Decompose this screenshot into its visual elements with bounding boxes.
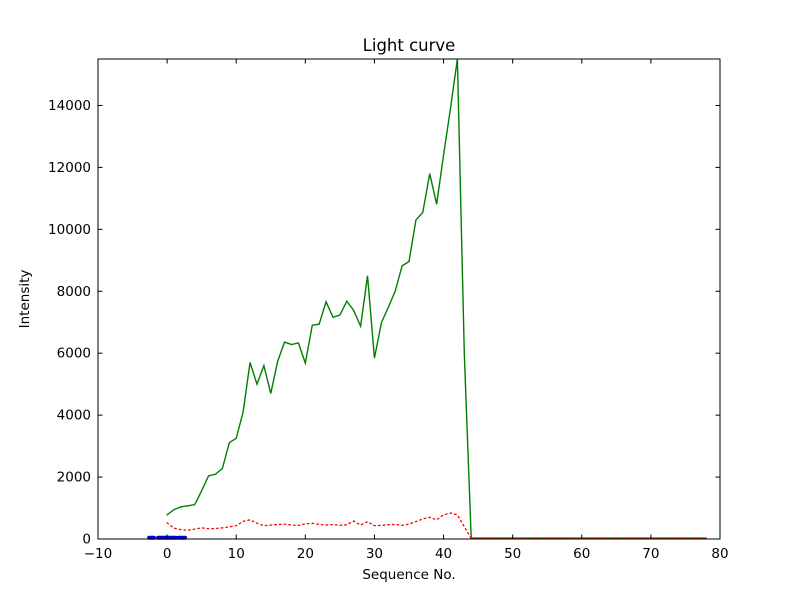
y-axis-label: Intensity xyxy=(17,270,33,329)
x-tick-label: 10 xyxy=(228,546,245,562)
x-tick-label: 70 xyxy=(642,546,659,562)
green-light-curve-line xyxy=(166,58,707,539)
x-tick-label: 0 xyxy=(163,546,172,562)
y-tick-label: 0 xyxy=(82,532,91,548)
y-tick-label: 4000 xyxy=(57,408,91,424)
x-tick-label: 40 xyxy=(435,546,452,562)
series-layer xyxy=(147,58,707,540)
chart-title: Light curve xyxy=(363,36,456,55)
x-axis-label: Sequence No. xyxy=(362,567,455,583)
y-tick-label: 6000 xyxy=(57,346,91,362)
x-tick-label: −10 xyxy=(84,546,113,562)
y-tick-label: 2000 xyxy=(57,470,91,486)
x-tick-label: 50 xyxy=(504,546,521,562)
y-tick-label: 8000 xyxy=(57,284,91,300)
axes-layer: −10 0 10 20 30 40 50 60 70 8002000400060008000100… xyxy=(48,58,729,562)
x-tick-label: 60 xyxy=(573,546,590,562)
y-tick-label: 10000 xyxy=(48,222,91,238)
plot-box xyxy=(97,58,721,540)
y-tick-label: 14000 xyxy=(48,98,91,114)
x-tick-label: 80 xyxy=(711,546,728,562)
red-dotted-background-line xyxy=(166,512,707,540)
x-tick-label: 30 xyxy=(366,546,383,562)
x-tick-label: 20 xyxy=(297,546,314,562)
y-tick-label: 12000 xyxy=(48,160,91,176)
